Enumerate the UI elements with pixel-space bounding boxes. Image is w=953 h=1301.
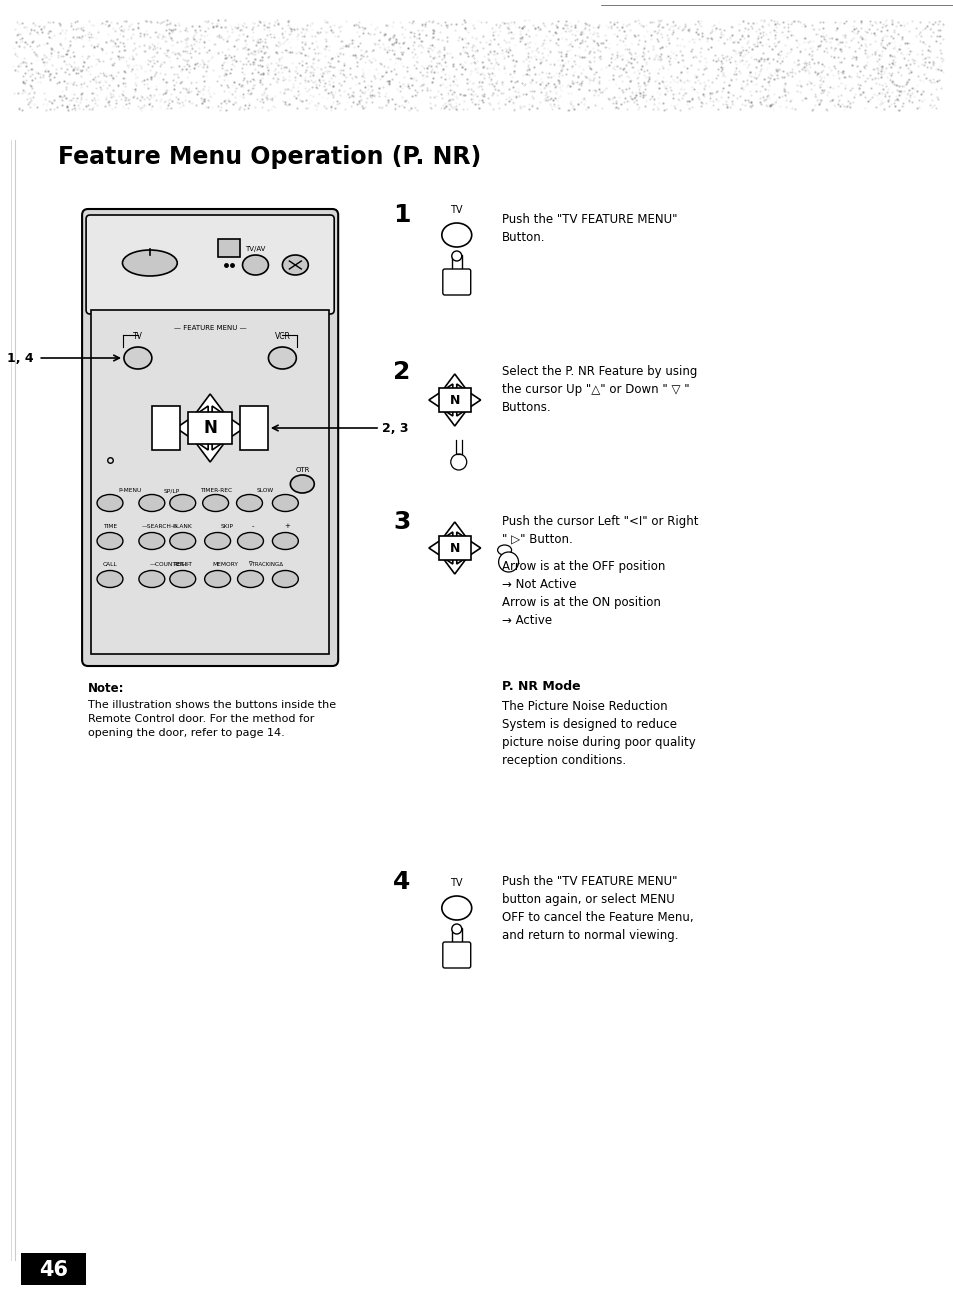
Text: P. NR Mode: P. NR Mode	[501, 680, 579, 693]
Ellipse shape	[441, 222, 471, 247]
Ellipse shape	[122, 250, 177, 276]
Text: Push the "TV FEATURE MENU"
Button.: Push the "TV FEATURE MENU" Button.	[501, 213, 677, 245]
Text: VCR: VCR	[274, 332, 290, 341]
Ellipse shape	[242, 255, 268, 275]
FancyBboxPatch shape	[442, 942, 470, 968]
Bar	[188, 412, 232, 444]
Text: 3: 3	[393, 510, 410, 533]
Text: Feature Menu Operation (P. NR): Feature Menu Operation (P. NR)	[58, 144, 481, 169]
Polygon shape	[436, 373, 473, 398]
Text: N: N	[203, 419, 217, 437]
Bar	[452, 928, 461, 945]
Text: TV: TV	[450, 878, 462, 889]
Polygon shape	[436, 402, 473, 425]
Text: ∇TRACKINGΔ: ∇TRACKINGΔ	[248, 562, 283, 567]
Text: RESET: RESET	[173, 562, 192, 567]
Text: CALL: CALL	[103, 562, 117, 567]
Text: — FEATURE MENU —: — FEATURE MENU —	[173, 325, 246, 330]
Ellipse shape	[236, 494, 262, 511]
Text: Arrow is at the OFF position
→ Not Active
Arrow is at the ON position
→ Active: Arrow is at the OFF position → Not Activ…	[501, 559, 664, 627]
Text: Note:: Note:	[88, 682, 125, 695]
Text: 2, 3: 2, 3	[381, 422, 408, 435]
Polygon shape	[436, 522, 473, 546]
Ellipse shape	[170, 532, 195, 549]
Ellipse shape	[290, 475, 314, 493]
Text: Select the P. NR Feature by using
the cursor Up "△" or Down " ▽ "
Buttons.: Select the P. NR Feature by using the cu…	[501, 366, 697, 414]
Text: Push the "TV FEATURE MENU"
button again, or select MENU
OFF to cancel the Featur: Push the "TV FEATURE MENU" button again,…	[501, 876, 693, 942]
Text: N: N	[449, 393, 459, 406]
Text: 1: 1	[393, 203, 411, 226]
Bar	[217, 239, 239, 258]
Ellipse shape	[170, 571, 195, 588]
Ellipse shape	[273, 494, 298, 511]
Ellipse shape	[441, 896, 471, 920]
Ellipse shape	[139, 532, 165, 549]
Bar	[438, 536, 470, 559]
Text: BLANK: BLANK	[172, 524, 193, 530]
Text: SLOW: SLOW	[256, 488, 274, 493]
Ellipse shape	[273, 571, 298, 588]
Ellipse shape	[205, 532, 231, 549]
Ellipse shape	[97, 532, 123, 549]
Bar	[452, 255, 461, 271]
Text: TV: TV	[132, 332, 143, 341]
Text: OTR: OTR	[294, 467, 309, 474]
Bar	[152, 406, 180, 450]
Bar	[91, 310, 329, 654]
Text: SP/LP: SP/LP	[164, 488, 180, 493]
Ellipse shape	[237, 571, 263, 588]
Text: 2: 2	[393, 360, 410, 384]
Text: The illustration shows the buttons inside the
Remote Control door. For the metho: The illustration shows the buttons insid…	[88, 700, 335, 738]
Ellipse shape	[170, 494, 195, 511]
Ellipse shape	[205, 571, 231, 588]
Ellipse shape	[139, 494, 165, 511]
Text: TV: TV	[450, 206, 462, 215]
Text: +: +	[284, 523, 290, 530]
Bar	[21, 1253, 86, 1285]
Ellipse shape	[139, 571, 165, 588]
Ellipse shape	[97, 571, 123, 588]
Polygon shape	[456, 532, 480, 565]
Text: TIMER-REC: TIMER-REC	[199, 488, 232, 493]
Text: N: N	[449, 541, 459, 554]
Polygon shape	[429, 384, 453, 416]
Ellipse shape	[273, 532, 298, 549]
Polygon shape	[456, 384, 480, 416]
FancyBboxPatch shape	[442, 269, 470, 295]
Text: P-MENU: P-MENU	[118, 488, 141, 493]
Text: The Picture Noise Reduction
System is designed to reduce
picture noise during po: The Picture Noise Reduction System is de…	[501, 700, 695, 768]
Ellipse shape	[237, 532, 263, 549]
Text: MEMORY: MEMORY	[213, 562, 238, 567]
Ellipse shape	[124, 347, 152, 369]
Ellipse shape	[452, 251, 461, 262]
Text: 46: 46	[39, 1259, 68, 1280]
Polygon shape	[186, 431, 233, 462]
Ellipse shape	[97, 494, 123, 511]
Text: -: -	[251, 523, 253, 530]
Ellipse shape	[268, 347, 296, 369]
FancyBboxPatch shape	[82, 209, 337, 666]
Ellipse shape	[497, 545, 511, 556]
FancyBboxPatch shape	[86, 215, 334, 314]
Ellipse shape	[498, 552, 518, 572]
Ellipse shape	[202, 494, 229, 511]
Polygon shape	[176, 406, 208, 450]
Text: 4: 4	[393, 870, 410, 894]
Polygon shape	[429, 532, 453, 565]
Text: Push the cursor Left "<I" or Right
" ▷" Button.: Push the cursor Left "<I" or Right " ▷" …	[501, 515, 698, 546]
Ellipse shape	[282, 255, 308, 275]
Text: —SEARCH—: —SEARCH—	[142, 524, 177, 530]
Ellipse shape	[452, 924, 461, 934]
Polygon shape	[436, 550, 473, 574]
Text: SKIP: SKIP	[221, 524, 233, 530]
Text: —COUNTER—: —COUNTER—	[150, 562, 190, 567]
Bar	[240, 406, 268, 450]
Text: 1, 4: 1, 4	[7, 351, 33, 364]
Bar	[438, 388, 470, 412]
Text: TV/AV: TV/AV	[245, 246, 265, 252]
Ellipse shape	[451, 454, 466, 470]
Polygon shape	[212, 406, 244, 450]
Polygon shape	[186, 394, 233, 425]
Text: TIME: TIME	[103, 524, 117, 530]
